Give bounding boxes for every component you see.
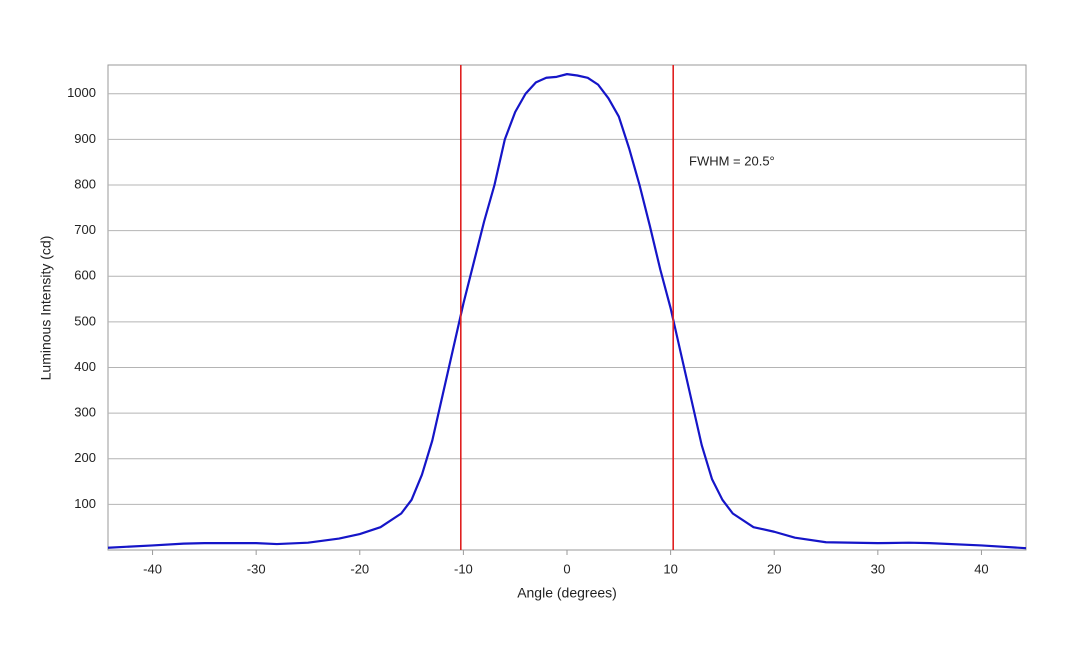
x-tick-label: -10 (454, 561, 473, 576)
y-tick-label: 700 (74, 222, 96, 237)
y-axis-label: Luminous Intensity (cd) (38, 236, 54, 381)
x-tick-label: 10 (663, 561, 677, 576)
y-tick-label: 500 (74, 313, 96, 328)
x-tick-label: 20 (767, 561, 781, 576)
y-tick-label: 100 (74, 496, 96, 511)
y-tick-label: 200 (74, 450, 96, 465)
x-tick-label: -30 (247, 561, 266, 576)
y-tick-label: 1000 (67, 85, 96, 100)
annotation: FWHM = 20.5° (689, 153, 775, 168)
x-axis-label: Angle (degrees) (517, 585, 617, 601)
y-tick-label: 300 (74, 405, 96, 420)
y-tick-label: 900 (74, 131, 96, 146)
data-line (107, 73, 1027, 550)
y-tick-label: 400 (74, 359, 96, 374)
y-tick-label: 600 (74, 268, 96, 283)
x-tick-label: -20 (350, 561, 369, 576)
x-tick-label: 30 (871, 561, 885, 576)
x-tick-label: -40 (143, 561, 162, 576)
x-tick-label: 0 (563, 561, 570, 576)
y-tick-label: 800 (74, 176, 96, 191)
plot-frame (107, 64, 1027, 551)
x-tick-label: 40 (974, 561, 988, 576)
